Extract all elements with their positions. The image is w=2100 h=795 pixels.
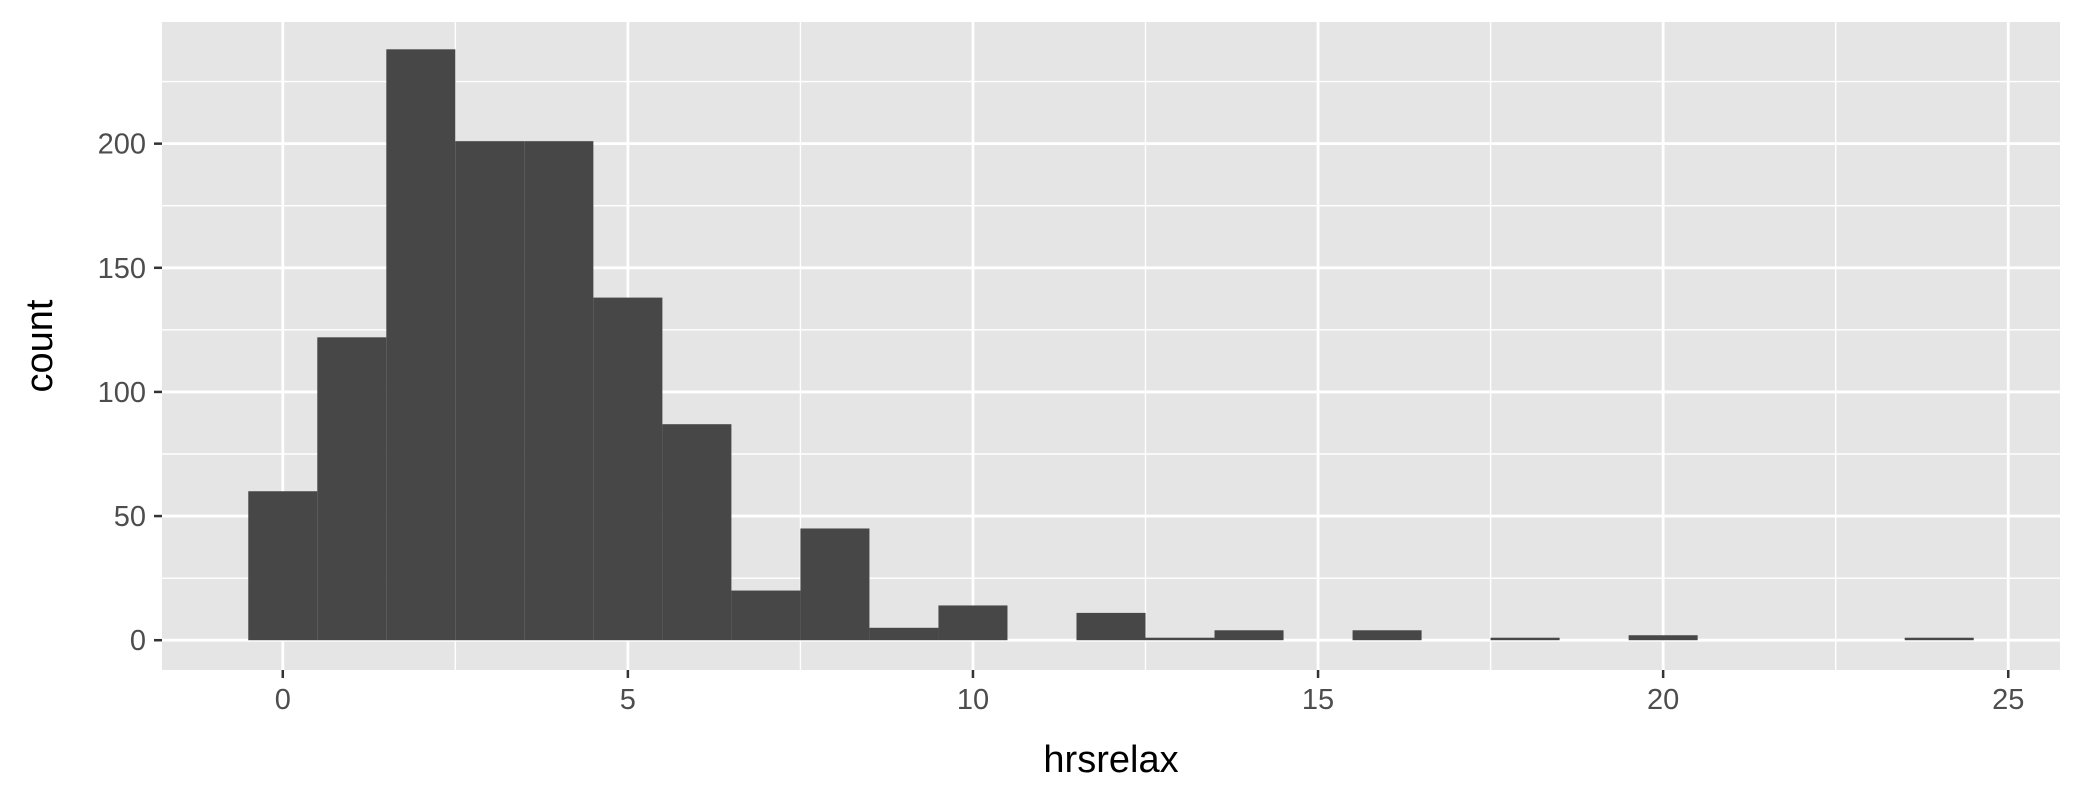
x-tick-label: 10	[957, 684, 989, 716]
x-tick-label: 5	[620, 684, 636, 716]
y-tick-label: 150	[98, 253, 146, 285]
histogram-bar	[731, 590, 801, 641]
x-tick-label: 20	[1647, 684, 1679, 716]
x-axis: 0 5 10 15 20 25	[275, 670, 2024, 716]
y-tick-label: 50	[114, 501, 146, 533]
histogram-bar	[524, 141, 594, 641]
histogram-bar	[1628, 635, 1698, 641]
y-axis-title: count	[19, 299, 61, 392]
x-tick-label: 0	[275, 684, 291, 716]
histogram-bar	[869, 627, 939, 641]
histogram-bar	[1076, 612, 1146, 641]
y-tick-label: 100	[98, 377, 146, 409]
histogram-bar	[1352, 630, 1422, 641]
y-tick-label: 200	[98, 129, 146, 161]
x-tick-label: 15	[1302, 684, 1334, 716]
y-axis: 0 50 100 150 200	[98, 129, 162, 657]
histogram-bar	[317, 337, 387, 641]
histogram-bar	[662, 424, 732, 641]
x-axis-title: hrsrelax	[1043, 739, 1178, 781]
histogram-bar	[1145, 637, 1215, 641]
histogram-bar	[938, 605, 1008, 641]
histogram-bar	[386, 49, 456, 641]
histogram-bar	[1490, 637, 1560, 641]
histogram-bar	[455, 141, 525, 641]
y-tick-label: 0	[130, 625, 146, 657]
histogram-bars	[248, 49, 1974, 641]
histogram-bar	[1904, 637, 1974, 641]
histogram-bar	[248, 491, 318, 641]
histogram-bar	[593, 297, 663, 641]
histogram-bar	[1214, 630, 1284, 641]
histogram-bar	[800, 528, 870, 641]
x-tick-label: 25	[1992, 684, 2024, 716]
